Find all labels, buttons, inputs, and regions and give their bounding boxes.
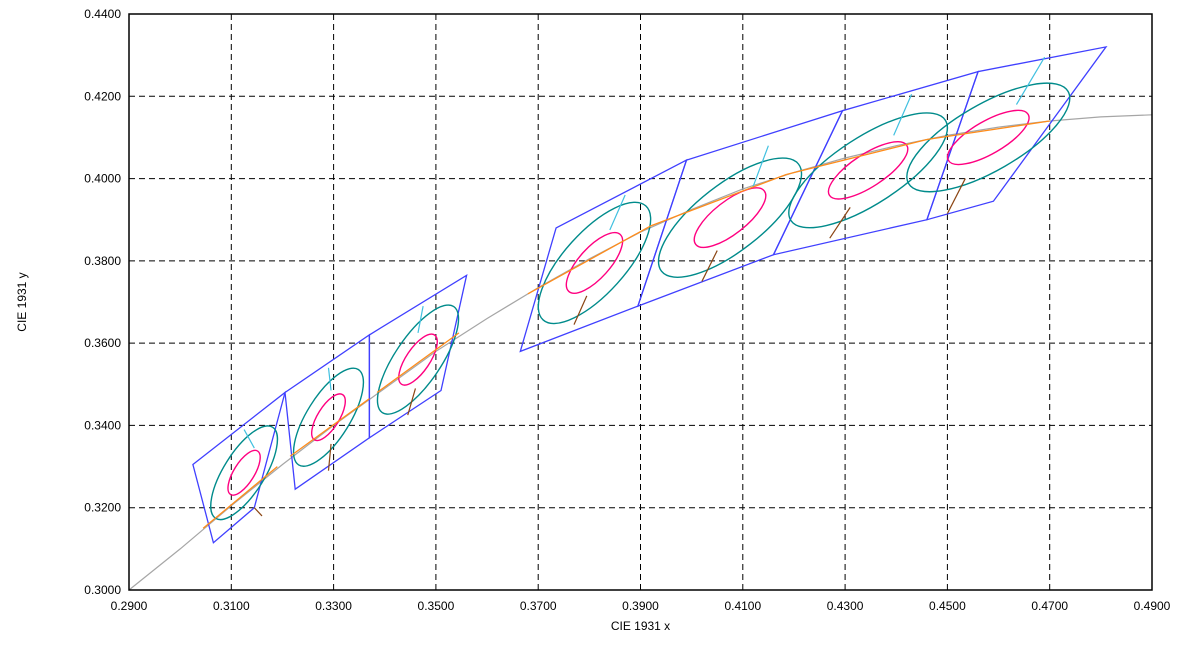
quadrangle [192, 390, 287, 544]
x-tick-labels: 0.2900 0.3100 0.3300 0.3500 0.3700 0.3900 0.41… [111, 599, 1171, 613]
outer-ellipse [906, 82, 1071, 193]
locus-segment [650, 173, 787, 227]
x-tick-label: 0.3700 [520, 599, 557, 613]
quadrangle [925, 45, 1108, 221]
outer-ellipse [210, 425, 279, 521]
inner-ellipse [398, 333, 438, 386]
duv-down-line [327, 443, 332, 471]
y-tick-label: 0.3600 [84, 336, 121, 350]
locus-segment [786, 138, 928, 176]
inner-ellipse [946, 109, 1030, 166]
grid-lines [129, 14, 1152, 590]
x-tick-label: 0.4500 [929, 599, 966, 613]
duv-down-line [573, 295, 588, 325]
y-tick-label: 0.4400 [84, 7, 121, 21]
x-tick-label: 0.4100 [724, 599, 761, 613]
duv-up-line [1015, 56, 1046, 105]
outer-ellipse [376, 304, 460, 415]
quadrangle [284, 333, 371, 491]
locus-segments [202, 120, 1050, 529]
duv-up-line [327, 367, 332, 391]
duv-lines [243, 56, 1046, 517]
duv-up-line [243, 429, 255, 449]
y-tick-label: 0.3400 [84, 418, 121, 432]
duv-up-line [417, 306, 424, 333]
y-tick-label: 0.3200 [84, 501, 121, 515]
x-tick-label: 0.3900 [622, 599, 659, 613]
outer-ellipse [537, 201, 652, 325]
outer-ellipse [788, 112, 949, 229]
ellipses [210, 82, 1071, 521]
quadrangles [192, 45, 1108, 544]
x-tick-label: 0.3300 [315, 599, 352, 613]
duv-down-line [253, 507, 263, 517]
plot-frame [128, 13, 1153, 591]
y-tick-label: 0.3000 [84, 583, 121, 597]
y-tick-labels: 0.3000 0.3200 0.3400 0.3600 0.3800 0.4000 0.42… [84, 7, 121, 597]
duv-up-line [893, 93, 913, 136]
locus-segment [202, 466, 278, 529]
duv-up-line [752, 145, 769, 188]
outer-ellipse [657, 157, 803, 278]
y-tick-label: 0.4200 [84, 89, 121, 103]
x-tick-label: 0.4300 [827, 599, 864, 613]
duv-down-line [946, 178, 966, 214]
quadrangle [368, 273, 468, 440]
inner-ellipse [227, 449, 261, 496]
locus-segment [289, 398, 370, 457]
x-tick-label: 0.4900 [1134, 599, 1171, 613]
inner-ellipse [565, 231, 624, 294]
quadrangle [519, 158, 688, 353]
duv-down-line [701, 250, 718, 282]
x-tick-label: 0.3500 [418, 599, 455, 613]
x-tick-label: 0.3100 [213, 599, 250, 613]
inner-ellipse [311, 393, 346, 442]
duv-down-line [829, 207, 851, 239]
x-axis-label: CIE 1931 x [611, 619, 670, 633]
duv-up-line [609, 194, 626, 231]
inner-ellipse [693, 187, 767, 249]
locus-segment [376, 332, 460, 394]
locus-segment [926, 120, 1050, 141]
y-tick-label: 0.4000 [84, 172, 121, 186]
inner-ellipse [827, 141, 909, 200]
x-tick-label: 0.2900 [111, 599, 148, 613]
duv-down-line [407, 388, 417, 416]
y-axis-label: CIE 1931 y [15, 272, 29, 331]
y-tick-label: 0.3800 [84, 254, 121, 268]
locus-segment [527, 225, 652, 295]
outer-ellipse [292, 367, 365, 467]
x-tick-label: 0.4700 [1031, 599, 1068, 613]
